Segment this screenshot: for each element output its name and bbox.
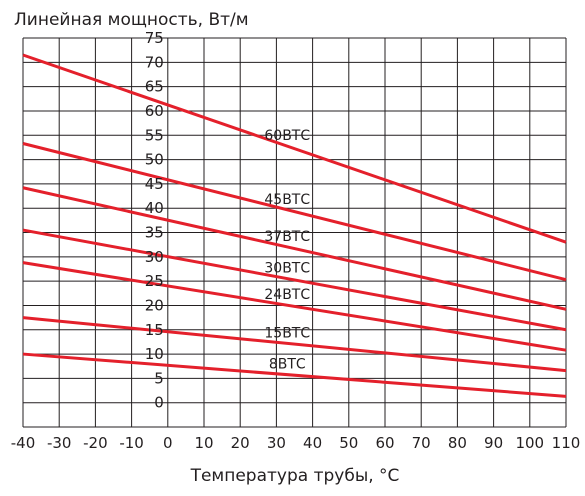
series-line <box>22 53 567 244</box>
x-tick-label: 30 <box>267 434 286 452</box>
x-tick-label: 10 <box>194 434 213 452</box>
x-tick-label: -20 <box>83 434 108 452</box>
y-tick-label: 15 <box>145 321 164 339</box>
y-tick-label: 40 <box>145 199 164 217</box>
series-label: 8ВТС <box>269 357 306 373</box>
x-tick-label: 50 <box>339 434 358 452</box>
y-tick-label: 55 <box>145 126 164 144</box>
series-label: 45ВТС <box>264 192 310 208</box>
x-tick-labels: -40 -30 -20 -10 0 10 20 30 40 50 60 70 80 90 100 110 <box>11 434 581 452</box>
x-tick-label: 60 <box>375 434 394 452</box>
x-tick-label: 40 <box>303 434 322 452</box>
series-line <box>22 316 567 373</box>
y-tick-label: 35 <box>145 224 164 242</box>
series-label: 24ВТС <box>264 287 310 303</box>
y-tick-label: 50 <box>145 151 164 169</box>
x-axis-title: Температура трубы, °С <box>190 466 400 486</box>
series-label: 30ВТС <box>264 261 310 277</box>
x-tick-label: -10 <box>119 434 144 452</box>
series-label: 37ВТС <box>264 229 310 245</box>
y-tick-label: 5 <box>154 369 164 387</box>
series-line <box>22 352 567 398</box>
y-axis-title: Линейная мощность, Вт/м <box>14 10 249 30</box>
series-label: 60ВТС <box>264 128 310 144</box>
y-tick-label: 10 <box>145 345 164 363</box>
series-line <box>22 228 567 332</box>
x-tick-label: 20 <box>231 434 250 452</box>
series-line <box>22 261 567 352</box>
series-lines <box>22 53 567 398</box>
series-labels: 60ВТС 45ВТС 37ВТС 30ВТС 24ВТС 15ВТС 8ВТС <box>264 128 310 373</box>
x-tick-label: 0 <box>163 434 173 452</box>
y-tick-label: 25 <box>145 272 164 290</box>
y-tick-label: 0 <box>154 394 164 412</box>
x-tick-label: 70 <box>412 434 431 452</box>
y-tick-label: 60 <box>145 102 164 120</box>
series-label: 15ВТС <box>264 325 310 341</box>
y-tick-labels: 0 5 10 15 20 25 30 35 40 45 50 55 60 65 70 75 <box>145 29 164 412</box>
y-tick-label: 30 <box>145 248 164 266</box>
x-tick-label: 80 <box>448 434 467 452</box>
y-tick-label: 75 <box>145 29 164 47</box>
x-tick-label: 90 <box>484 434 503 452</box>
x-tick-label: 100 <box>515 434 544 452</box>
x-tick-label: 110 <box>552 434 581 452</box>
y-tick-label: 45 <box>145 175 164 193</box>
y-tick-label: 20 <box>145 296 164 314</box>
series-line <box>22 186 567 311</box>
x-tick-label: -40 <box>11 434 36 452</box>
y-tick-label: 70 <box>145 53 164 71</box>
x-tick-label: -30 <box>47 434 72 452</box>
y-tick-label: 65 <box>145 78 164 96</box>
series-line <box>22 142 567 282</box>
